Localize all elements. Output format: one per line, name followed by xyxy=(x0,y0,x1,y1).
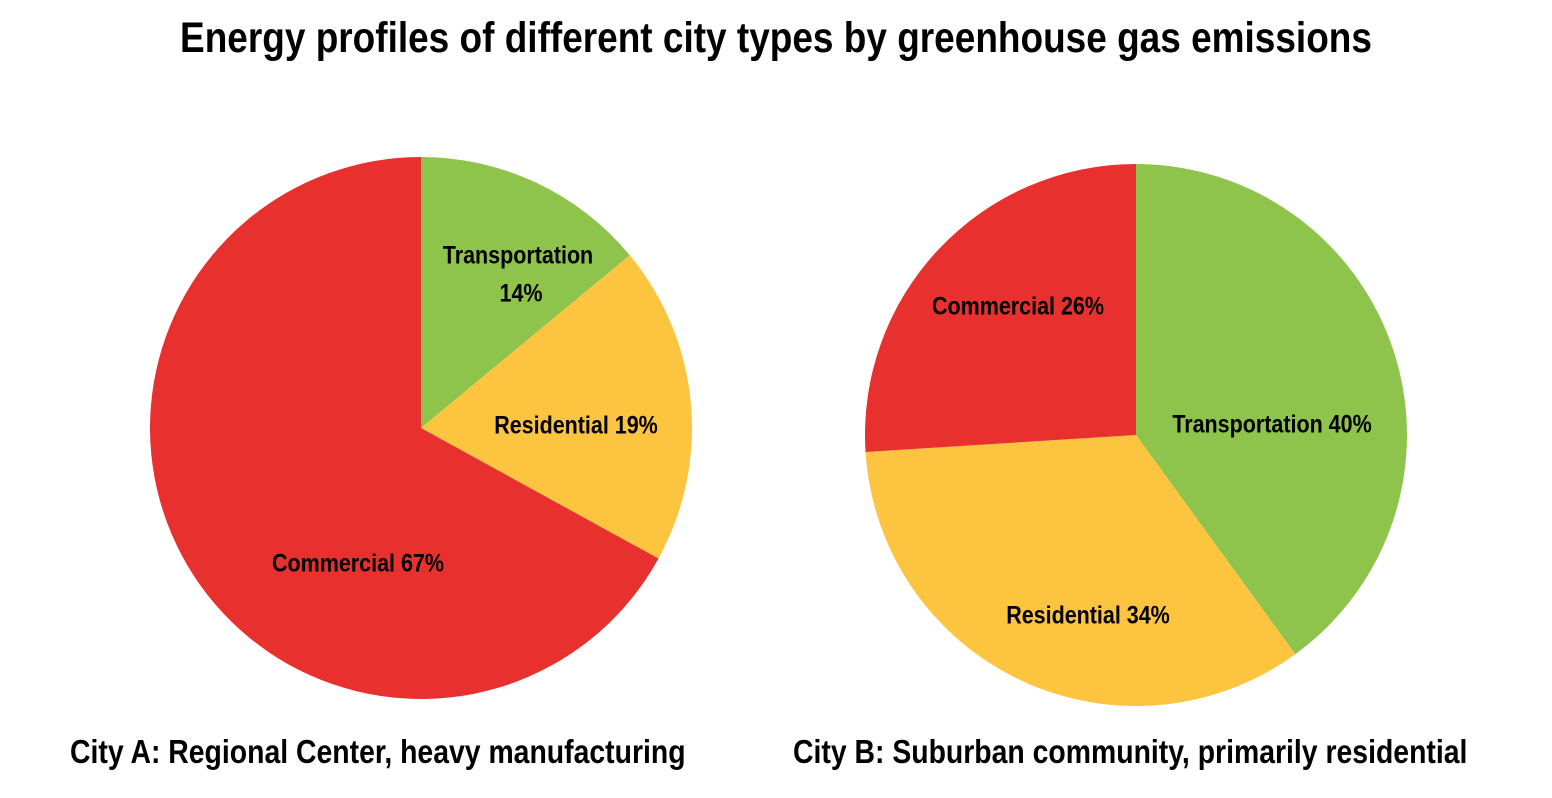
pie-slice-commercial xyxy=(864,163,1136,453)
pie-slice-commercial xyxy=(150,157,659,700)
slice-label-residential: Residential 19% xyxy=(494,411,658,439)
pie-slice-residential xyxy=(421,255,693,559)
city-a-caption: City A: Regional Center, heavy manufactu… xyxy=(70,733,686,770)
pie-slice-residential xyxy=(865,435,1296,707)
pie-slice-transportation xyxy=(421,157,630,428)
slice-label-transportation: Transportation 40% xyxy=(1172,410,1372,438)
pie-chart-city-a: Transportation 14% Residential 19% Commerci… xyxy=(150,157,693,700)
slice-label-transportation: 14% xyxy=(499,279,542,307)
city-b-caption: City B: Suburban community, primarily re… xyxy=(793,733,1468,770)
chart-title: Energy profiles of different city types … xyxy=(180,14,1372,62)
pie-chart-city-b: Transportation 40% Residential 34% Commerc… xyxy=(864,163,1407,707)
slice-label-transportation: Transportation xyxy=(443,241,593,269)
slice-label-residential: Residential 34% xyxy=(1006,601,1170,629)
pie-slice-transportation xyxy=(1136,164,1407,655)
slice-label-commercial: Commercial 26% xyxy=(932,292,1104,320)
slice-label-commercial: Commercial 67% xyxy=(272,549,444,577)
